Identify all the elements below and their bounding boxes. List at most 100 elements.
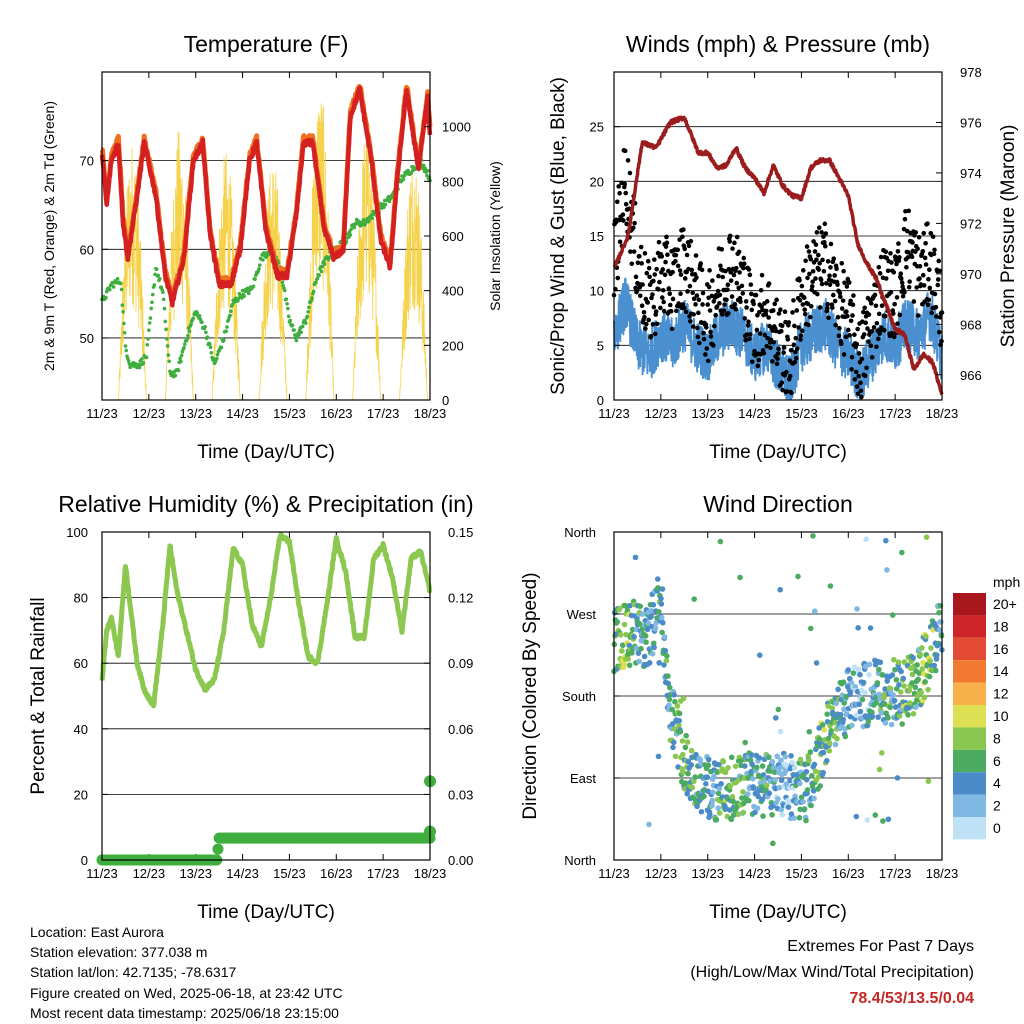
gust-point [854, 384, 860, 389]
dewpoint-point [197, 314, 202, 318]
direction-point [932, 667, 939, 674]
direction-point [806, 757, 812, 763]
direction-point [832, 741, 839, 748]
gust-point [670, 269, 675, 275]
gust-point [818, 277, 824, 283]
legend-title: mph [993, 574, 1020, 590]
gust-point [637, 293, 643, 299]
extremes-subheading: (High/Low/Max Wind/Total Precipitation) [690, 964, 974, 981]
gust-point [675, 247, 681, 253]
x-axis-label: Time (Day/UTC) [197, 442, 335, 463]
gust-point [862, 305, 867, 311]
direction-point [737, 574, 743, 581]
direction-point [752, 809, 758, 816]
direction-point [864, 817, 871, 823]
dewpoint-point [108, 287, 112, 292]
direction-point [754, 764, 760, 771]
panel-wind-direction: Wind Direction Time (Day/UTC) 11/23 12/23 13… [520, 491, 1020, 923]
gust-point [858, 380, 863, 386]
gust-point [904, 264, 909, 270]
direction-point [614, 619, 621, 625]
direction-point [895, 659, 902, 666]
direction-point [917, 651, 924, 658]
y-tick-label-right: 0.09 [448, 656, 473, 671]
direction-point [834, 735, 840, 742]
y-tick-label-right: 0.06 [448, 722, 473, 737]
gust-point [744, 305, 749, 310]
direction-point [884, 678, 891, 684]
direction-point [920, 659, 926, 666]
direction-point [645, 620, 652, 627]
gust-point [775, 356, 780, 362]
gust-point [928, 230, 934, 236]
dewpoint-series [100, 157, 432, 379]
direction-point [849, 722, 855, 729]
x-tick-label: 12/23 [133, 866, 166, 881]
direction-point [637, 621, 643, 627]
gust-point [877, 271, 883, 276]
gust-point [681, 305, 687, 311]
gust-point [713, 312, 718, 318]
x-tick-label: 16/23 [832, 866, 865, 881]
legend-swatch [953, 682, 986, 705]
direction-point [649, 650, 656, 657]
direction-point [666, 684, 673, 691]
gust-point [730, 246, 735, 251]
direction-point [854, 606, 860, 612]
gust-point [749, 307, 755, 313]
y-tick-label-right: 972 [960, 216, 982, 231]
legend-swatch [953, 705, 986, 728]
gust-point [825, 301, 830, 307]
gust-point [819, 281, 825, 287]
gust-point [686, 243, 692, 249]
gust-point [635, 260, 641, 266]
gust-point [718, 263, 723, 269]
direction-point [827, 583, 834, 589]
gust-point [927, 267, 932, 272]
gust-point [827, 273, 832, 279]
gust-point [786, 320, 792, 325]
direction-point [881, 691, 888, 698]
direction-point [659, 629, 665, 636]
gust-point [617, 190, 622, 196]
direction-point [720, 758, 727, 765]
dewpoint-point [305, 314, 310, 319]
gust-point [891, 270, 897, 275]
gust-point [808, 256, 814, 262]
direction-point [727, 783, 734, 790]
dewpoint-point [154, 267, 159, 272]
gust-point [756, 357, 762, 363]
x-tick-label: 16/23 [320, 406, 353, 421]
gust-point [749, 359, 755, 365]
direction-point [790, 771, 797, 778]
direction-point [887, 704, 893, 711]
gust-point [733, 306, 739, 312]
legend-label: 8 [993, 730, 1001, 746]
gust-point [717, 292, 723, 298]
gust-point [902, 216, 908, 222]
direction-point [801, 806, 808, 812]
direction-point [873, 699, 880, 706]
gust-point [626, 206, 632, 212]
direction-point [769, 758, 776, 765]
direction-point [730, 798, 736, 805]
dewpoint-point [185, 337, 189, 341]
gust-point [846, 280, 852, 285]
direction-point [797, 780, 803, 787]
gust-point [737, 295, 743, 301]
gust-point [810, 268, 816, 274]
gust-point [652, 272, 658, 277]
panel-title: Winds (mph) & Pressure (mb) [626, 31, 930, 57]
gust-point [740, 291, 746, 296]
gust-point [871, 325, 877, 330]
gust-point [832, 273, 837, 278]
dewpoint-point [215, 352, 220, 357]
gust-point [667, 291, 673, 297]
gust-point [698, 261, 703, 266]
direction-point [691, 596, 697, 602]
direction-point [659, 586, 666, 592]
gust-point [910, 240, 915, 245]
legend-label: 14 [993, 663, 1009, 679]
dewpoint-point [115, 276, 120, 281]
gust-point [815, 291, 820, 297]
